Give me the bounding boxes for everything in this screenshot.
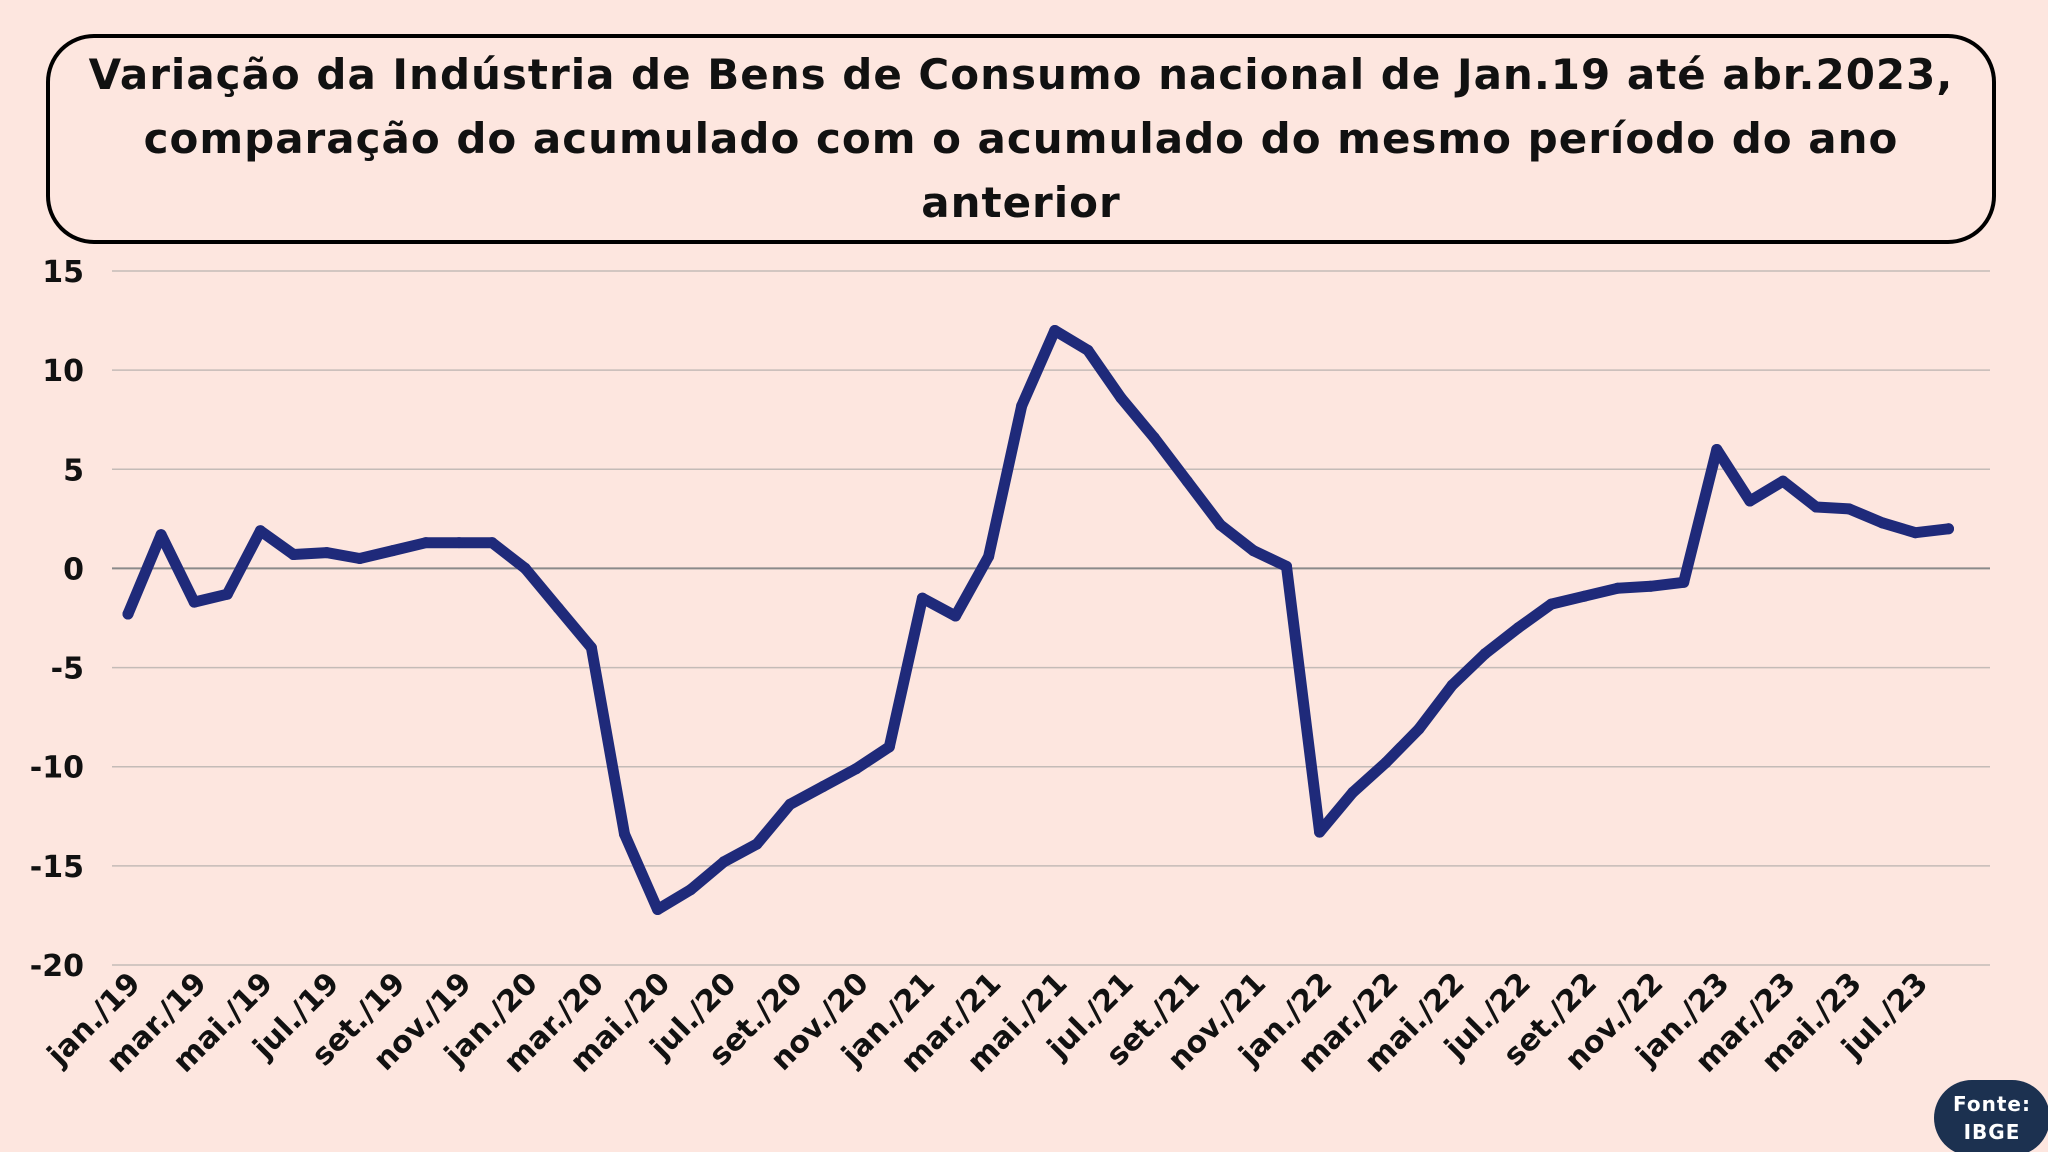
data-point [188,596,200,608]
data-point [619,828,630,840]
data-point [1247,545,1259,557]
data-point [1479,648,1491,660]
data-point [453,537,465,549]
data-point [354,553,366,565]
data-point [1314,826,1326,838]
data-point [1148,432,1160,444]
data-point [883,741,895,753]
series-line-0 [122,325,1954,915]
data-point [1909,527,1921,539]
data-point [1016,400,1028,412]
source-name: IBGE [1963,1120,2021,1144]
data-point [850,763,862,775]
data-point [420,537,432,549]
source-label: Fonte: [1953,1092,2031,1116]
y-tick-label: 5 [63,453,84,488]
data-point [685,884,697,896]
y-tick-label: -5 [51,652,84,687]
y-tick-label: -20 [30,949,84,984]
data-point [1380,757,1392,769]
data-point [1347,786,1359,798]
data-point [1843,503,1855,515]
data-point [1049,324,1061,336]
data-point [552,602,564,614]
data-point [387,545,399,557]
data-point [1115,392,1127,404]
source-badge: Fonte: IBGE [1934,1080,2048,1152]
data-point [652,903,664,915]
data-point [751,838,763,850]
y-tick-label: 10 [42,354,84,389]
chart-title-box: Variação da Indústria de Bens de Consumo… [46,34,1996,244]
y-tick-label: 0 [63,552,84,587]
data-point [155,529,167,541]
y-tick-label: -15 [30,850,84,885]
data-point [1082,344,1094,356]
data-point [1281,560,1292,572]
data-point [784,798,796,810]
data-point [983,551,995,563]
data-point [486,537,498,549]
data-point [817,781,829,793]
data-point [916,592,928,604]
y-tick-label: -10 [30,751,84,786]
data-point [288,549,299,561]
chart-title: Variação da Indústria de Bens de Consumo… [88,50,1954,227]
data-point [321,547,333,559]
data-point [1181,475,1193,487]
data-point [519,562,531,574]
data-point [1744,495,1756,507]
data-point [1214,519,1226,531]
data-point [1943,523,1954,535]
data-point [1578,590,1590,602]
data-point [1612,582,1623,594]
data-point [1810,501,1822,513]
data-point [1711,443,1723,455]
data-point [254,525,266,537]
data-point [1446,679,1458,691]
y-tick-label: 15 [42,255,84,290]
data-point [1876,517,1888,529]
data-point [1512,622,1524,634]
data-point [1777,475,1789,487]
data-point [122,608,134,620]
data-point [585,642,597,654]
data-point [950,610,961,622]
data-point [718,856,730,868]
data-point [221,588,233,600]
data-point [1413,723,1425,735]
data-point [1545,598,1557,610]
data-point [1678,576,1690,588]
data-point [1645,580,1657,592]
